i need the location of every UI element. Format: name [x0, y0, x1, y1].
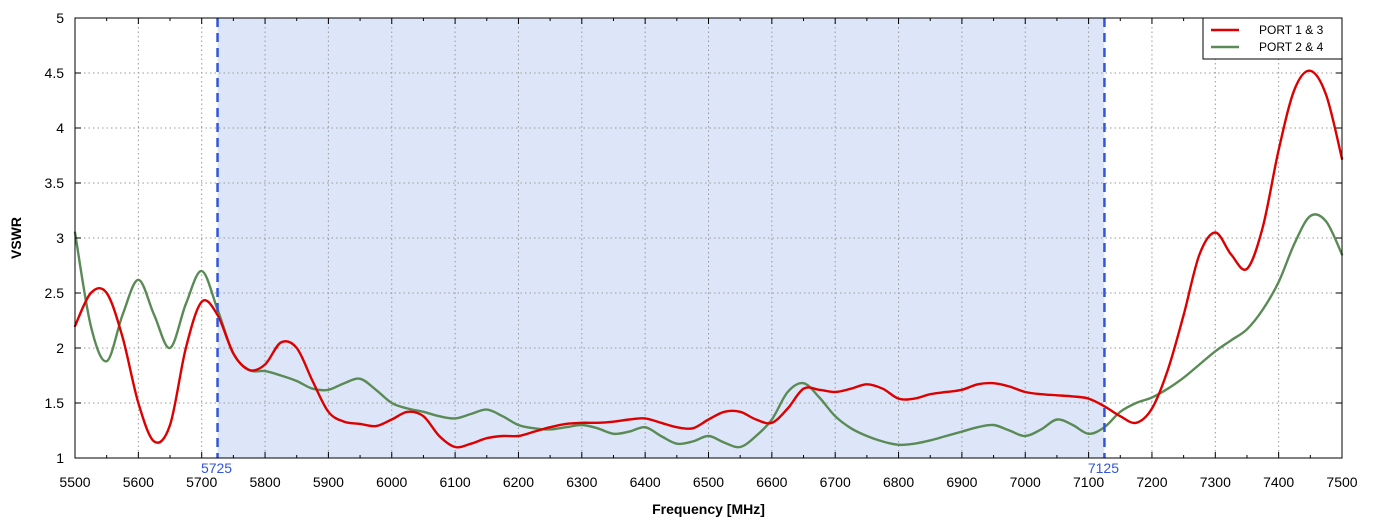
x-tick-label: 5800: [249, 474, 280, 490]
x-tick-label: 6500: [693, 474, 724, 490]
x-tick-label: 7400: [1263, 474, 1294, 490]
x-tick-label: 7200: [1136, 474, 1167, 490]
grid: [75, 18, 1342, 458]
x-tick-label: 7300: [1200, 474, 1231, 490]
y-tick-label: 2: [56, 340, 64, 356]
series-line-port-1-3: [73, 69, 1344, 449]
y-tick-label: 5: [56, 10, 64, 26]
legend-label-port-2-4: PORT 2 & 4: [1259, 40, 1324, 54]
x-tick-label: 5600: [123, 474, 154, 490]
x-tick-label: 5700: [186, 474, 217, 490]
y-axis-ticks: 1 1.5 2 2.5 3 3.5 4 4.5 5: [45, 10, 1342, 466]
x-tick-label: 5900: [313, 474, 344, 490]
y-tick-label: 1: [56, 450, 64, 466]
band-end-label: 7125: [1088, 460, 1119, 476]
x-tick-label: 6900: [946, 474, 977, 490]
x-tick-label: 6600: [756, 474, 787, 490]
legend: PORT 1 & 3 PORT 2 & 4: [1202, 17, 1343, 60]
y-tick-label: 3: [56, 230, 64, 246]
y-tick-label: 1.5: [45, 395, 65, 411]
x-tick-label: 5500: [59, 474, 90, 490]
x-tick-label: 6800: [883, 474, 914, 490]
x-tick-label: 6200: [503, 474, 534, 490]
x-tick-label: 7000: [1010, 474, 1041, 490]
x-axis-title: Frequency [MHz]: [652, 501, 765, 517]
band-boundary-lines: [216, 18, 1106, 458]
x-tick-label: 6700: [820, 474, 851, 490]
x-axis-ticks: 5500 5600 5700 5800 5900 6000 6100 6200 6300 6400…: [59, 18, 1358, 490]
x-tick-label: 6400: [630, 474, 661, 490]
legend-box: [1202, 17, 1343, 60]
y-tick-label: 3.5: [45, 175, 65, 191]
y-tick-label: 2.5: [45, 285, 65, 301]
y-axis-title: VSWR: [8, 217, 24, 259]
series-line-port-2-4: [73, 213, 1344, 449]
x-tick-label: 7500: [1326, 474, 1357, 490]
x-tick-label: 6100: [440, 474, 471, 490]
series-lines: [73, 69, 1344, 449]
x-tick-label: 6300: [566, 474, 597, 490]
legend-label-port-1-3: PORT 1 & 3: [1259, 23, 1324, 37]
y-tick-label: 4: [56, 120, 64, 136]
x-tick-label: 6000: [376, 474, 407, 490]
x-tick-label: 7100: [1073, 474, 1104, 490]
y-tick-label: 4.5: [45, 65, 65, 81]
band-start-label: 5725: [201, 460, 232, 476]
